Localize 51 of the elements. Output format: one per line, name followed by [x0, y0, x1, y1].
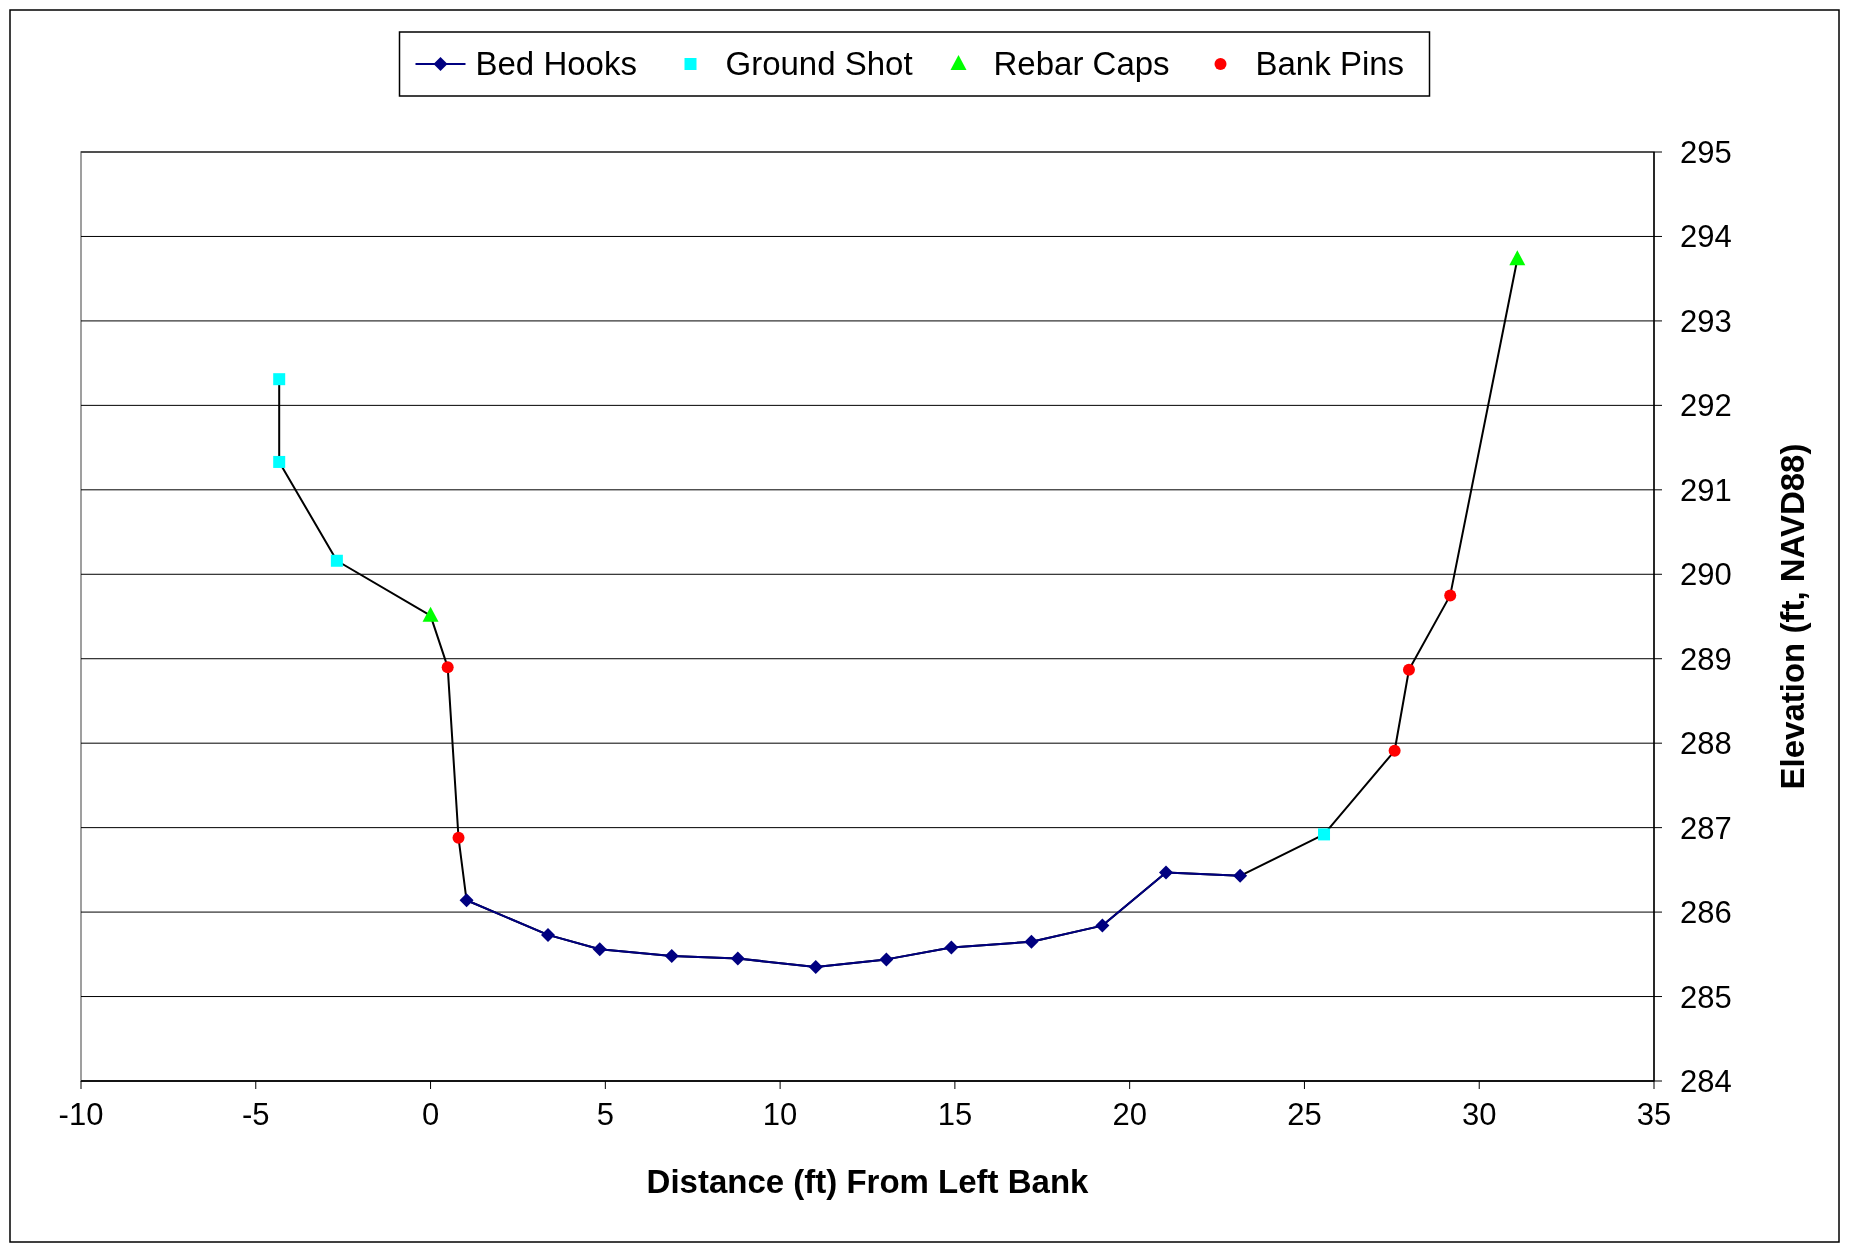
y-tick-label: 293 — [1680, 303, 1732, 339]
point — [541, 927, 556, 942]
point — [1024, 934, 1039, 949]
point — [944, 940, 959, 955]
x-tick-label: 15 — [937, 1097, 973, 1132]
point — [1402, 663, 1415, 676]
point — [273, 373, 286, 386]
x-tick-label: 10 — [762, 1097, 798, 1132]
x-axis-title: Distance (ft) From Left Bank — [646, 1163, 1090, 1200]
legend-label: Rebar Caps — [993, 45, 1170, 82]
y-tick-label: 285 — [1680, 979, 1732, 1015]
point — [1233, 868, 1248, 883]
y-tick-label: 291 — [1680, 472, 1732, 508]
point — [879, 952, 894, 967]
x-tick-label: -5 — [241, 1097, 270, 1132]
x-tick-label: 25 — [1287, 1097, 1322, 1132]
point — [1318, 828, 1331, 841]
x-tick-label: 30 — [1461, 1097, 1497, 1132]
point — [459, 893, 474, 908]
y-tick-label: 286 — [1680, 895, 1732, 931]
point — [422, 606, 439, 622]
point — [452, 831, 465, 844]
x-tick-label: 0 — [421, 1097, 440, 1132]
point — [1159, 865, 1174, 880]
y-tick-label: 284 — [1680, 1064, 1732, 1099]
y-tick-label: 287 — [1680, 810, 1732, 846]
point — [273, 455, 286, 468]
point — [1388, 744, 1401, 757]
y-tick-label: 289 — [1680, 641, 1732, 677]
legend-label: Bed Hooks — [475, 45, 637, 82]
y-axis-title: Elevation (ft, NAVD88) — [1774, 443, 1811, 790]
legend-label: Ground Shot — [725, 45, 913, 82]
x-tick-label: 20 — [1112, 1097, 1147, 1132]
point — [730, 951, 745, 966]
point — [664, 949, 679, 964]
x-tick-label: 35 — [1636, 1097, 1672, 1132]
legend-label: Bank Pins — [1255, 45, 1405, 82]
point — [1509, 250, 1526, 266]
point — [330, 554, 343, 567]
x-tick-label: -10 — [58, 1097, 104, 1132]
point — [1444, 589, 1457, 602]
point — [441, 661, 454, 674]
point — [1095, 918, 1110, 933]
y-tick-label: 288 — [1680, 726, 1732, 762]
y-tick-label: 295 — [1680, 135, 1732, 170]
y-tick-label: 292 — [1680, 388, 1732, 424]
y-tick-label: 294 — [1680, 219, 1732, 255]
y-tick-label: 290 — [1680, 557, 1732, 593]
point — [592, 942, 607, 957]
x-tick-label: 5 — [596, 1097, 614, 1132]
point — [808, 959, 823, 974]
